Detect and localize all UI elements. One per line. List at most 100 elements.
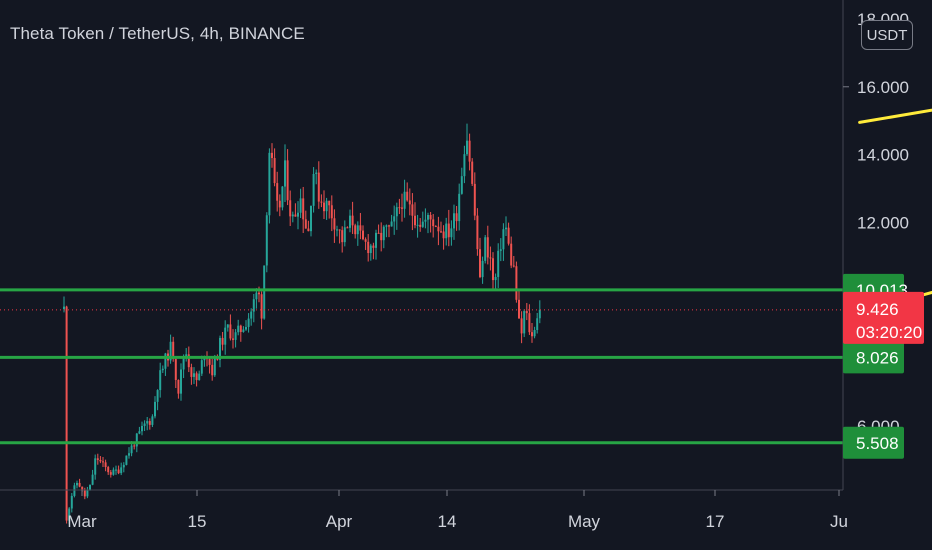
candle	[146, 416, 149, 431]
candle-body	[333, 218, 336, 230]
candle-body	[112, 469, 115, 475]
candle	[294, 203, 297, 217]
candle	[447, 209, 450, 247]
candle-body	[247, 318, 250, 328]
candle-body	[432, 219, 435, 227]
bar-countdown-label: 03:20:20	[856, 323, 922, 342]
candle	[338, 229, 341, 244]
candle-body	[154, 401, 156, 417]
candle-body	[190, 367, 193, 377]
level-price-tag: 8.026	[843, 341, 904, 374]
candle	[102, 456, 104, 468]
candle	[242, 326, 245, 333]
candle	[320, 194, 323, 208]
candle-body	[304, 219, 307, 229]
current-price-box	[843, 291, 924, 344]
candle-body	[343, 227, 346, 243]
candle-body	[388, 225, 390, 227]
candle-body	[502, 229, 505, 250]
candle	[434, 225, 437, 228]
level-tag-box	[843, 341, 904, 374]
candle	[263, 265, 266, 320]
candle	[354, 223, 357, 239]
candle	[507, 222, 510, 246]
candle-body	[447, 223, 450, 238]
candle-body	[395, 207, 398, 217]
candle	[276, 171, 279, 212]
candle-body	[341, 230, 344, 243]
candle-body	[403, 191, 406, 209]
candle-body	[336, 229, 338, 231]
candle-body	[520, 318, 523, 334]
channel-upper-trendline	[858, 108, 932, 124]
candle	[346, 226, 349, 229]
candle	[395, 202, 398, 230]
candle	[91, 469, 94, 486]
candle-body	[390, 221, 393, 227]
current-price-label: 9.426	[856, 300, 899, 319]
candle	[458, 183, 461, 231]
candle	[518, 290, 520, 319]
x-tick-label: 14	[438, 512, 457, 531]
candle	[169, 334, 172, 364]
currency-selector-button[interactable]: USDT	[861, 20, 913, 50]
candle	[538, 300, 541, 324]
candle-body	[463, 154, 466, 177]
candle	[304, 210, 307, 229]
candle-body	[515, 266, 518, 300]
candle-body	[234, 332, 237, 340]
candle	[208, 356, 211, 374]
candle	[484, 234, 487, 264]
candle-body	[276, 183, 279, 201]
candle	[343, 220, 346, 247]
candle-body	[299, 198, 302, 213]
candle	[336, 225, 338, 237]
candle	[138, 426, 141, 435]
candle	[356, 221, 359, 246]
candle	[414, 202, 416, 229]
candle-body	[161, 368, 164, 371]
level-tag-label: 8.026	[856, 348, 899, 367]
candle	[148, 418, 151, 430]
candlestick-series	[63, 123, 541, 525]
candle-body	[354, 225, 357, 235]
candle	[86, 486, 89, 499]
candle-body	[200, 360, 203, 374]
candle-body	[219, 337, 221, 360]
x-tick-label: 15	[188, 512, 207, 531]
candle-body	[156, 390, 159, 402]
candle	[515, 261, 518, 303]
candle	[408, 188, 411, 216]
candle	[286, 149, 289, 206]
candle-body	[512, 265, 515, 267]
candle	[372, 242, 375, 260]
candle-body	[307, 228, 310, 232]
candle	[177, 379, 180, 399]
candle	[96, 453, 99, 465]
candle-body	[125, 455, 128, 465]
candle-body	[65, 306, 68, 521]
candle	[310, 205, 312, 237]
candle	[453, 204, 455, 240]
candle-body	[250, 311, 253, 319]
candle-body	[385, 225, 388, 227]
candle-body	[99, 459, 102, 462]
candle	[440, 221, 442, 233]
candle-body	[372, 245, 375, 248]
candle	[83, 487, 86, 500]
candle-body	[414, 215, 416, 226]
candle-body	[320, 201, 323, 203]
candle-body	[91, 474, 94, 485]
candle	[247, 313, 250, 333]
candle	[492, 252, 494, 291]
candle	[312, 167, 315, 213]
candle	[341, 226, 344, 253]
candle-body	[180, 369, 182, 394]
candle-body	[115, 469, 117, 471]
candle	[416, 214, 419, 238]
candle	[528, 304, 531, 335]
x-tick-label: May	[568, 512, 601, 531]
candle-body	[146, 421, 149, 424]
x-tick-label: 17	[706, 512, 725, 531]
